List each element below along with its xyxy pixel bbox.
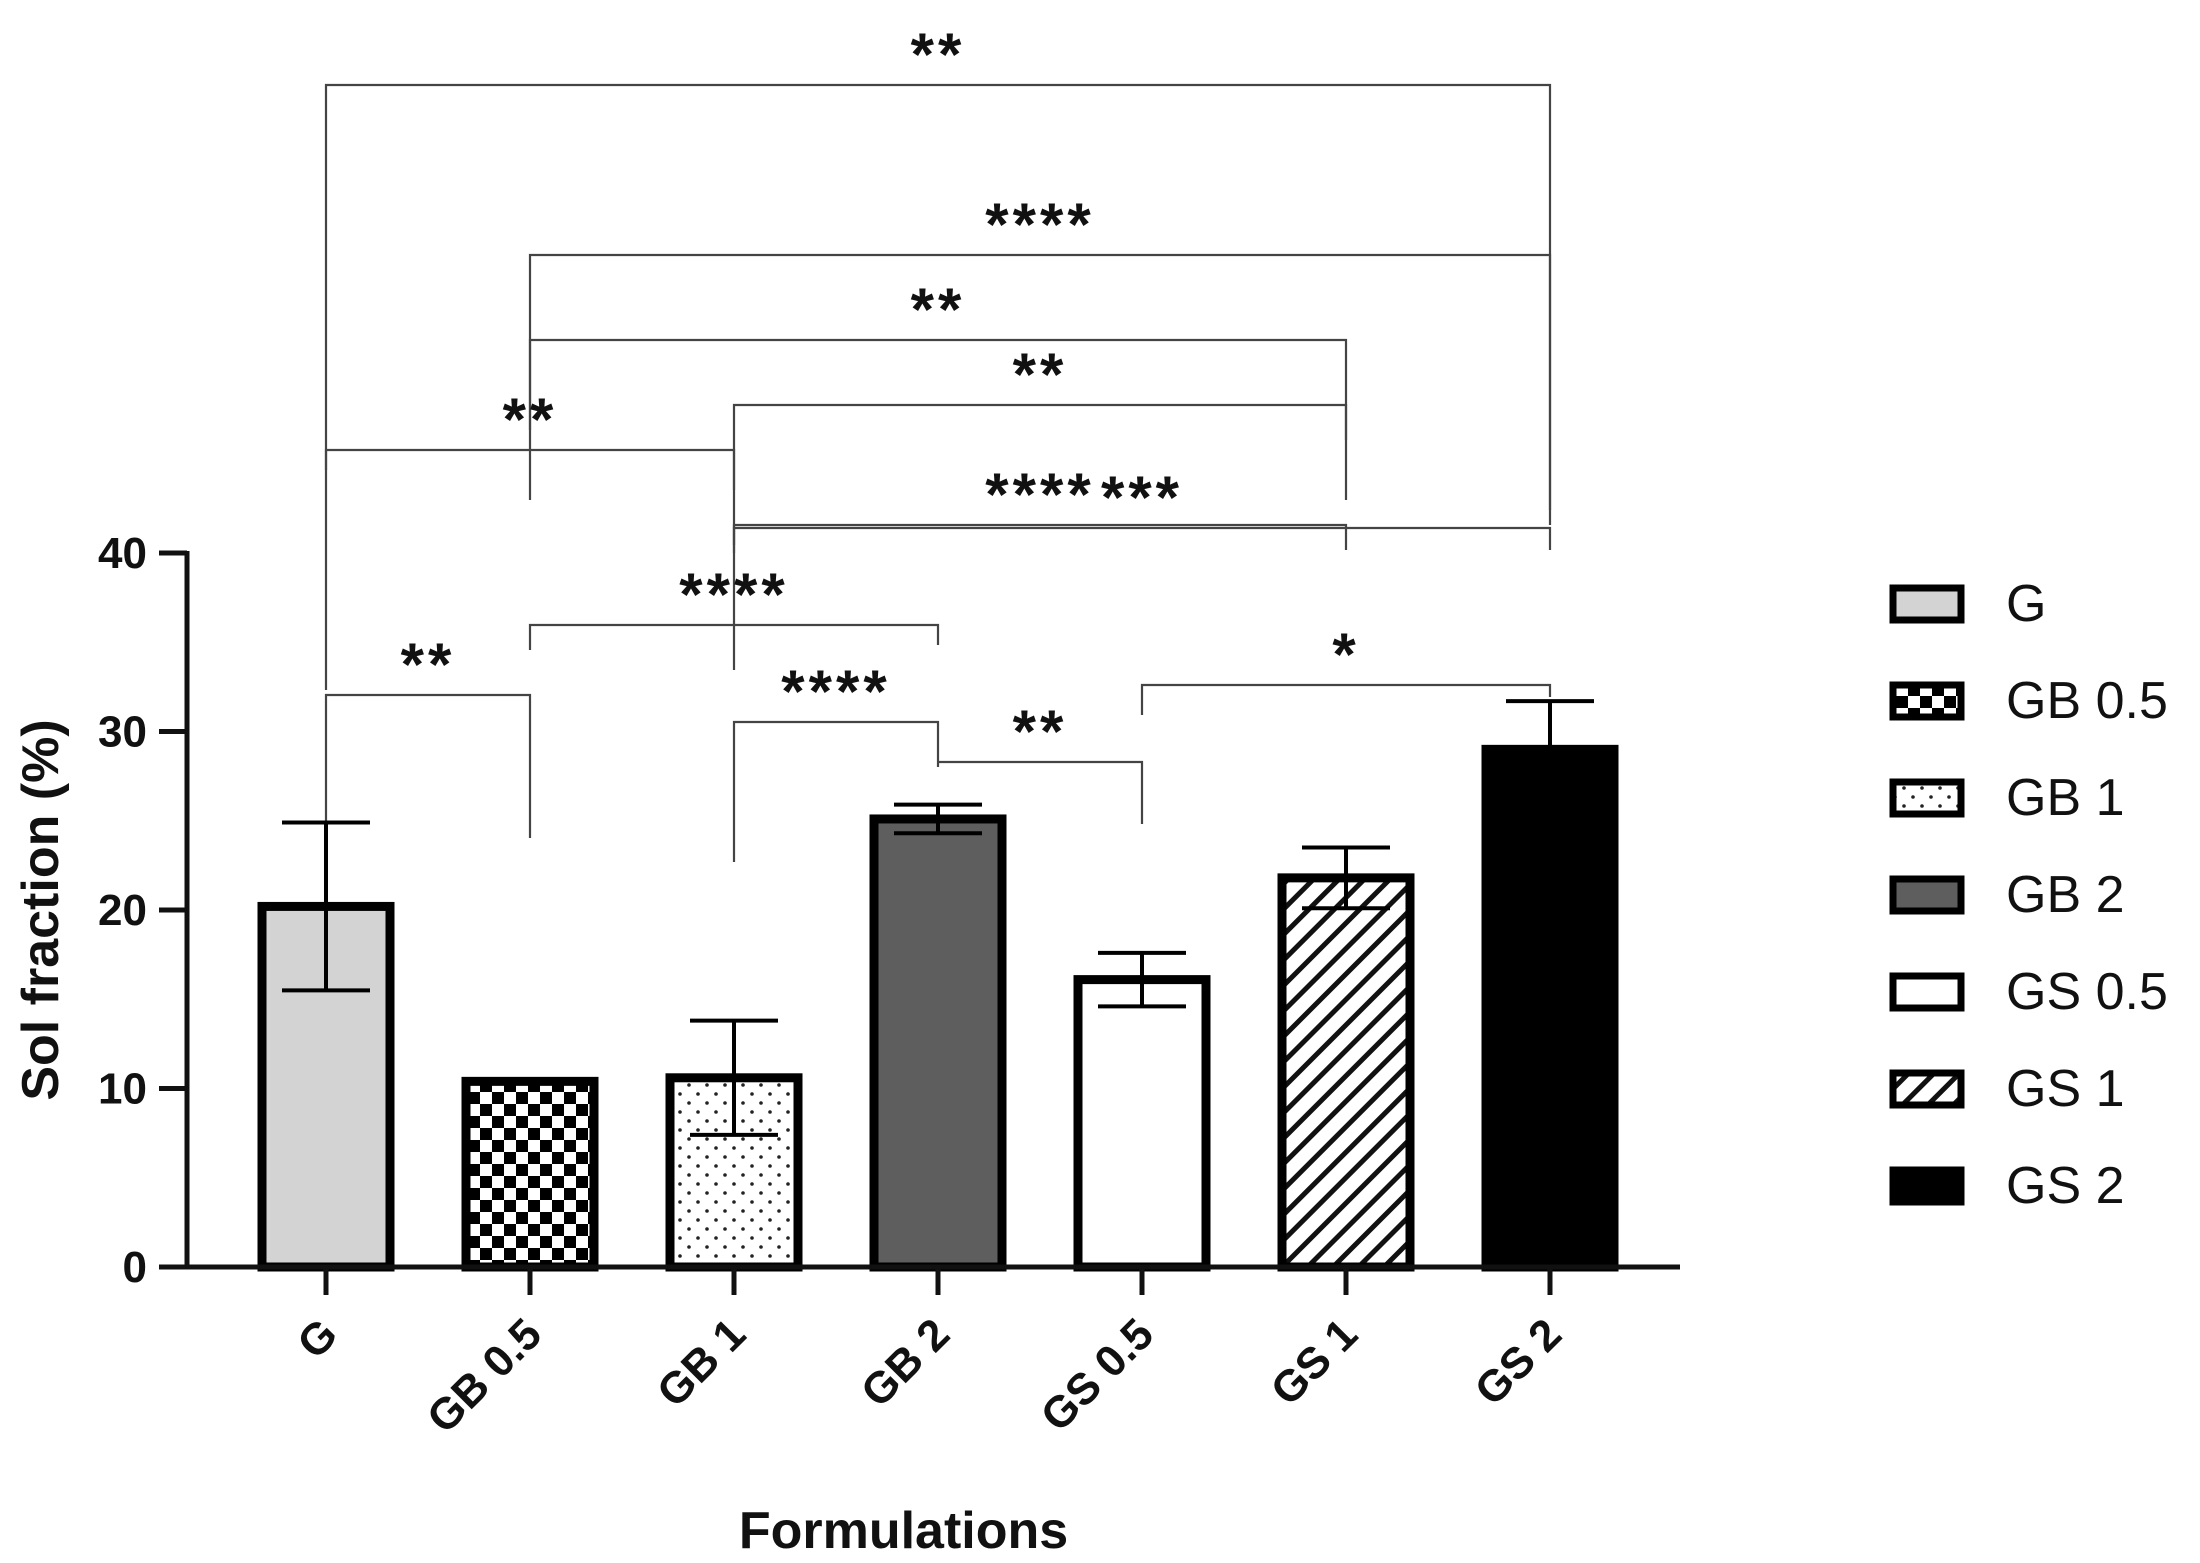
legend-label: GS 2 <box>2006 1157 2125 1215</box>
bracket-line <box>528 338 1348 440</box>
significance-label: **** <box>985 461 1094 528</box>
legend-label: GB 0.5 <box>2006 672 2168 730</box>
significance-brackets: **************** ********** ****** <box>324 21 1552 862</box>
x-tick-label: GB 1 <box>648 1309 755 1416</box>
significance-label: ** <box>503 386 558 453</box>
significance-bracket: *** <box>732 464 1552 553</box>
significance-label: ** <box>401 631 456 698</box>
legend-item: GS 0.5 <box>1889 963 2168 1021</box>
legend-label: GB 1 <box>2006 769 2125 827</box>
legend-swatch <box>1889 778 1965 818</box>
legend: G GB 0.5 GB 1 GB 2 GS 0.5 GS 1 GS 2 <box>1889 575 2168 1215</box>
x-tick-label: GB 2 <box>852 1309 959 1416</box>
legend-swatch <box>1889 875 1965 915</box>
y-axis-title: Sol fraction (%) <box>12 719 70 1100</box>
significance-label: **** <box>781 658 890 725</box>
legend-swatch <box>1889 1166 1965 1206</box>
x-tick-label: G <box>288 1309 347 1368</box>
bar-gs-2 <box>1481 744 1619 1272</box>
error-bar <box>690 1018 778 1137</box>
significance-bracket: ** <box>938 698 1144 824</box>
bar-gs-0-5 <box>1073 975 1211 1272</box>
legend-item: GS 2 <box>1889 1157 2125 1215</box>
significance-label: **** <box>985 191 1094 258</box>
legend-item: G <box>1889 575 2046 633</box>
y-tick-label: 0 <box>123 1243 147 1292</box>
significance-label: ** <box>1013 698 1068 765</box>
bracket-line <box>732 523 1348 670</box>
significance-label: ** <box>1013 341 1068 408</box>
bars <box>257 699 1619 1272</box>
y-tick-label: 30 <box>98 708 147 757</box>
y-tick-label: 40 <box>98 529 147 578</box>
error-bar <box>282 820 370 993</box>
x-axis-title: Formulations <box>739 1502 1068 1560</box>
significance-label: * <box>1332 621 1359 688</box>
legend-item: GB 2 <box>1889 866 2125 924</box>
bar-gb-2 <box>869 814 1007 1272</box>
legend-swatch <box>1889 1069 1965 1109</box>
legend-label: GS 1 <box>2006 1060 2125 1118</box>
bracket-line <box>938 760 1144 824</box>
legend-swatch <box>1889 972 1965 1012</box>
bracket-line <box>732 526 1552 553</box>
significance-bracket: * <box>1140 621 1552 715</box>
bar-gs-1 <box>1277 873 1415 1272</box>
legend-swatch <box>1889 584 1965 624</box>
legend-label: G <box>2006 575 2046 633</box>
significance-bracket: **** <box>732 658 940 862</box>
significance-bracket: ** <box>528 276 1348 440</box>
y-tick-label: 10 <box>98 1065 147 1114</box>
bracket-line <box>732 403 1348 500</box>
significance-label: ** <box>911 21 966 88</box>
legend-item: GB 0.5 <box>1889 672 2168 730</box>
bracket-line <box>528 623 940 650</box>
bracket-line <box>324 448 736 690</box>
x-tick-label: GB 0.5 <box>418 1309 551 1442</box>
bracket-line <box>1140 683 1552 715</box>
error-bar <box>486 1077 574 1086</box>
significance-bracket: ** <box>324 631 532 838</box>
error-bar <box>894 802 982 836</box>
bracket-line <box>732 720 940 862</box>
significance-label: ** <box>911 276 966 343</box>
bar-gb-0-5 <box>461 1076 599 1272</box>
bracket-line <box>324 693 532 838</box>
significance-label: *** <box>1101 464 1183 531</box>
legend-item: GS 1 <box>1889 1060 2125 1118</box>
legend-item: GB 1 <box>1889 769 2125 827</box>
error-bar <box>1506 699 1594 800</box>
significance-label: **** <box>679 561 788 628</box>
significance-bracket: **** <box>732 461 1348 670</box>
legend-swatch <box>1889 681 1965 721</box>
significance-bracket: **** <box>528 561 940 650</box>
error-bar <box>1302 845 1390 911</box>
x-tick-label: GS 1 <box>1262 1309 1368 1415</box>
legend-label: GS 0.5 <box>2006 963 2168 1021</box>
legend-label: GB 2 <box>2006 866 2125 924</box>
x-tick-label: GS 0.5 <box>1032 1309 1163 1440</box>
error-bar <box>1098 950 1186 1009</box>
significance-bracket: ** <box>732 341 1348 500</box>
significance-bracket: ** <box>324 386 736 690</box>
y-tick-label: 20 <box>98 886 147 935</box>
x-tick-label: GS 2 <box>1466 1309 1572 1415</box>
